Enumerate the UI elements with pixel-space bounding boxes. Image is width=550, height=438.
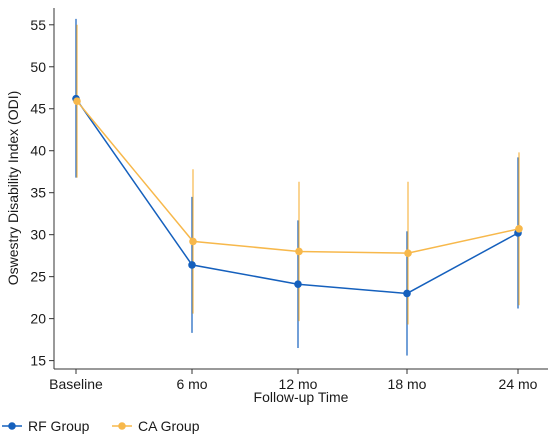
- y-tick-label: 55: [30, 17, 46, 33]
- y-tick-label: 50: [30, 59, 46, 75]
- series-layer: [72, 18, 523, 356]
- y-tick-label: 35: [30, 185, 46, 201]
- x-tick-label: 18 mo: [388, 376, 427, 392]
- y-tick-label: 30: [30, 227, 46, 243]
- series-line-rf-group: [75, 98, 519, 295]
- data-point-ca-group: [189, 237, 197, 246]
- x-axis-title: Follow-up Time: [254, 389, 349, 405]
- y-tick-label: 40: [30, 143, 46, 159]
- data-point-ca-group: [295, 247, 303, 256]
- plot-area: 15 20 25 30 35 40 45 50 55 Baseline 6 mo 12 mo 18 m…: [30, 8, 548, 392]
- data-point-rf-group: [294, 280, 302, 289]
- legend-swatch-marker: [8, 422, 16, 430]
- x-tick-label: 24 mo: [499, 376, 538, 392]
- data-point-rf-group: [403, 289, 411, 298]
- y-tick-label: 20: [30, 311, 46, 327]
- x-axis-ticks: Baseline 6 mo 12 mo 18 mo 24 mo: [49, 369, 538, 392]
- legend-label: RF Group: [28, 418, 90, 434]
- y-tick-label: 15: [30, 353, 46, 369]
- data-point-ca-group: [515, 224, 523, 233]
- legend: RF Group CA Group: [2, 418, 200, 434]
- x-tick-label: 6 mo: [176, 376, 207, 392]
- legend-swatch-marker: [118, 422, 126, 430]
- data-point-ca-group: [404, 249, 412, 257]
- y-axis-ticks: 15 20 25 30 35 40 45 50 55: [30, 17, 54, 369]
- data-point-ca-group: [73, 97, 81, 105]
- data-point-rf-group: [188, 261, 196, 269]
- x-tick-label: 12 mo: [279, 376, 318, 392]
- x-tick-label: Baseline: [49, 376, 103, 392]
- y-axis-title: Oswestry Disability Index (ODI): [5, 91, 21, 285]
- y-tick-label: 25: [30, 269, 46, 285]
- y-tick-label: 45: [30, 101, 46, 117]
- legend-label: CA Group: [138, 418, 200, 434]
